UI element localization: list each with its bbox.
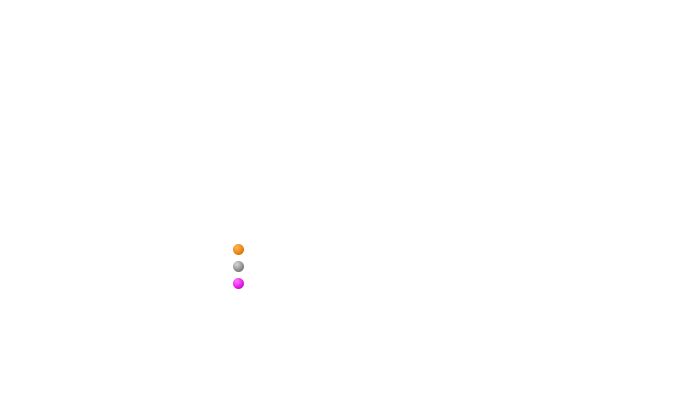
pl-spectra-panel xyxy=(268,232,488,411)
legend-item-p xyxy=(233,275,247,292)
pl-spectra-plot xyxy=(268,232,488,411)
pl-legend-ex xyxy=(330,240,356,242)
em-line-swatch xyxy=(330,243,352,245)
energy-label-d xyxy=(596,128,693,137)
energy-label-a xyxy=(496,24,596,33)
energy-label-b xyxy=(496,128,596,137)
legend-item-c xyxy=(233,258,247,275)
oscillator-strength-plot xyxy=(487,228,693,411)
pl-legend xyxy=(330,240,356,245)
energy-label-c xyxy=(596,24,693,33)
mass-spectrum-panel xyxy=(283,6,483,228)
mass-spectrum-plot xyxy=(283,6,483,228)
polyhedra-panel xyxy=(0,230,283,411)
orbitals-panel xyxy=(480,0,693,232)
c-atom-icon xyxy=(233,261,244,272)
pl-legend-em xyxy=(330,243,356,245)
atom-legend xyxy=(233,241,247,292)
legend-item-au xyxy=(233,241,247,258)
au-atom-icon xyxy=(233,244,244,255)
oscillator-panel xyxy=(487,228,693,411)
orbital-isosurfaces xyxy=(480,0,693,232)
p-atom-icon xyxy=(233,278,244,289)
ex-line-swatch xyxy=(330,240,352,242)
